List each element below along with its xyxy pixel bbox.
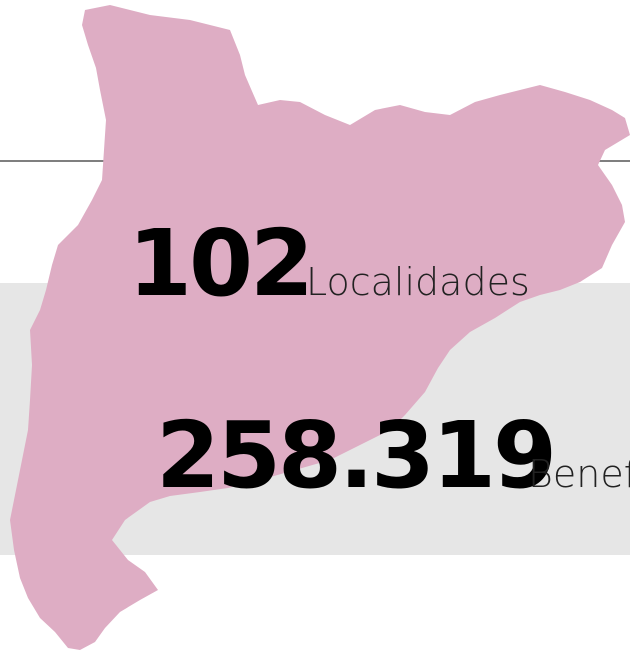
stat-value: 258.319	[156, 402, 554, 509]
map-catalonia	[10, 5, 630, 650]
stat-value: 102	[128, 210, 311, 317]
stat-label: Localidades	[306, 260, 530, 304]
stat-label: Benef	[528, 452, 630, 496]
